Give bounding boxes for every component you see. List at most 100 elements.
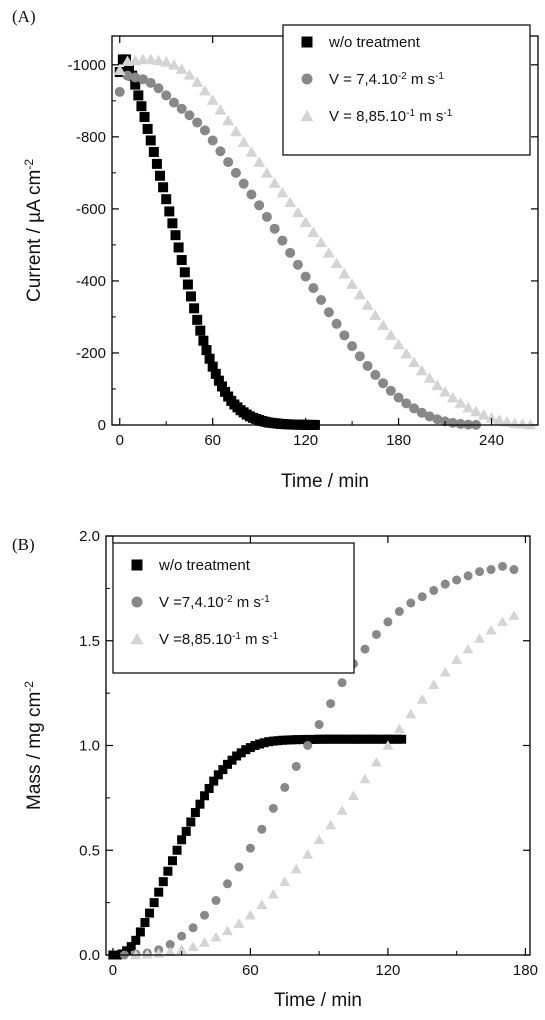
data-point: [346, 734, 356, 744]
data-point: [319, 734, 329, 744]
data-point: [161, 194, 172, 205]
data-point: [139, 112, 150, 123]
data-point: [130, 72, 141, 83]
data-point: [204, 353, 215, 364]
data-point: [524, 418, 537, 430]
data-point: [113, 64, 126, 75]
data-point: [387, 734, 397, 744]
data-point: [190, 808, 200, 818]
data-point: [374, 734, 384, 744]
data-point: [136, 53, 149, 65]
data-point: [213, 770, 223, 780]
data-point: [222, 114, 235, 126]
data-point: [257, 824, 267, 834]
legend-label: V = 8,85.10-1 m s-1: [329, 108, 453, 126]
data-point: [260, 167, 273, 178]
series-3: [113, 53, 537, 430]
data-point: [302, 849, 314, 859]
data-point: [254, 200, 265, 211]
data-point: [173, 242, 184, 253]
data-point: [330, 257, 343, 269]
data-point: [370, 369, 381, 380]
data-point: [285, 247, 296, 258]
data-point: [207, 135, 218, 146]
x-tick-label: 120: [293, 432, 318, 449]
data-point: [338, 267, 351, 279]
data-point: [145, 908, 155, 918]
data-point: [428, 679, 440, 690]
data-point: [307, 226, 320, 238]
data-point: [280, 782, 290, 792]
data-point: [192, 117, 203, 128]
legend-box: [282, 24, 531, 156]
data-point: [406, 598, 416, 608]
data-point: [195, 799, 205, 809]
data-point: [392, 734, 402, 744]
data-point: [326, 699, 336, 709]
legend: w/o treatment V = 7,4.10-2 m s-1 V = 8,85.…: [282, 24, 531, 156]
x-tick-label: 0: [109, 962, 117, 979]
data-point: [308, 283, 319, 294]
data-point: [462, 643, 474, 654]
data-point: [393, 723, 405, 734]
data-point: [167, 856, 177, 866]
chart-panel-a: (A) 0 60 120 180 240 0 -200 -400 -600 -800 -1000 Tim…: [12, 7, 539, 492]
data-point: [462, 401, 475, 413]
data-point: [207, 361, 218, 372]
data-point: [160, 56, 173, 67]
data-point: [168, 97, 179, 108]
data-point: [184, 110, 195, 121]
data-point: [485, 625, 497, 635]
series-1: [114, 54, 320, 430]
data-point: [385, 385, 396, 396]
data-point: [339, 330, 350, 341]
data-point: [195, 325, 206, 336]
y-tick-label: -1000: [68, 57, 106, 74]
data-point: [152, 54, 165, 66]
data-point: [316, 295, 327, 306]
data-point: [347, 341, 358, 352]
data-point: [245, 146, 258, 157]
data-point: [255, 739, 265, 749]
data-point: [323, 307, 334, 318]
data-point: [314, 734, 324, 744]
data-point: [409, 403, 420, 414]
data-point: [186, 817, 196, 827]
y-tick-label: 0.0: [79, 947, 100, 964]
y-tick-label: -200: [76, 345, 106, 362]
data-point: [164, 946, 176, 957]
x-tick-label: 180: [386, 432, 411, 449]
data-point: [164, 206, 175, 217]
data-point: [346, 278, 359, 289]
data-point: [145, 135, 156, 146]
data-point: [328, 734, 338, 744]
data-point: [201, 345, 212, 356]
data-point: [216, 381, 227, 392]
series-1: [108, 734, 407, 960]
data-point: [246, 189, 257, 200]
data-point: [144, 53, 157, 65]
legend-marker: [131, 559, 143, 571]
data-point: [314, 720, 324, 730]
data-point: [300, 271, 311, 282]
y-tick-label: -800: [76, 129, 106, 146]
data-point: [176, 944, 188, 955]
data-point: [269, 223, 280, 234]
data-point: [223, 157, 234, 168]
data-point: [439, 666, 451, 677]
data-point: [165, 940, 175, 950]
data-point: [291, 761, 301, 771]
data-point: [215, 146, 226, 157]
data-point: [245, 743, 255, 753]
data-point: [259, 738, 269, 748]
data-point: [172, 845, 182, 855]
data-point: [277, 735, 287, 745]
data-point: [417, 592, 427, 602]
data-point: [140, 918, 150, 928]
data-point: [400, 347, 413, 359]
data-point: [392, 338, 405, 350]
data-point: [470, 405, 483, 417]
data-point: [296, 735, 306, 745]
data-point: [114, 86, 125, 97]
